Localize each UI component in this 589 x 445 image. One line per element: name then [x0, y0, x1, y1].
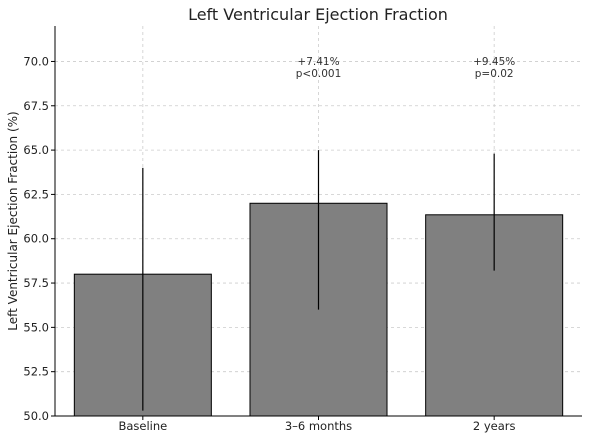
y-tick-label: 57.5	[23, 276, 49, 290]
y-axis-label: Left Ventricular Ejection Fraction (%)	[6, 111, 20, 330]
annotations: +7.41%p<0.001 +9.45%p=0.02	[296, 56, 516, 80]
y-tick-label: 52.5	[23, 365, 49, 379]
y-tick-label: 65.0	[23, 143, 49, 157]
annotation-label: p<0.001	[296, 68, 342, 80]
annotation-label: +7.41%	[297, 56, 339, 68]
chart-title: Left Ventricular Ejection Fraction	[188, 5, 448, 24]
y-tick-label: 55.0	[23, 320, 49, 334]
annotation-label: +9.45%	[473, 56, 515, 68]
y-tick-label: 50.0	[23, 409, 49, 423]
y-tick-label: 67.5	[23, 99, 49, 113]
x-tick-label: Baseline	[118, 419, 167, 433]
error-bars	[142, 150, 495, 411]
annotation-label: p=0.02	[475, 68, 514, 80]
y-ticks: 50.0 52.5 55.0 57.5 60.0 62.5 65.0 67.5 70.0	[23, 54, 55, 423]
y-tick-label: 62.5	[23, 187, 49, 201]
x-tick-label: 3–6 months	[285, 419, 352, 433]
x-ticks: Baseline 3–6 months 2 years	[118, 416, 515, 433]
y-tick-label: 70.0	[23, 54, 49, 68]
x-tick-label: 2 years	[473, 419, 516, 433]
y-tick-label: 60.0	[23, 232, 49, 246]
